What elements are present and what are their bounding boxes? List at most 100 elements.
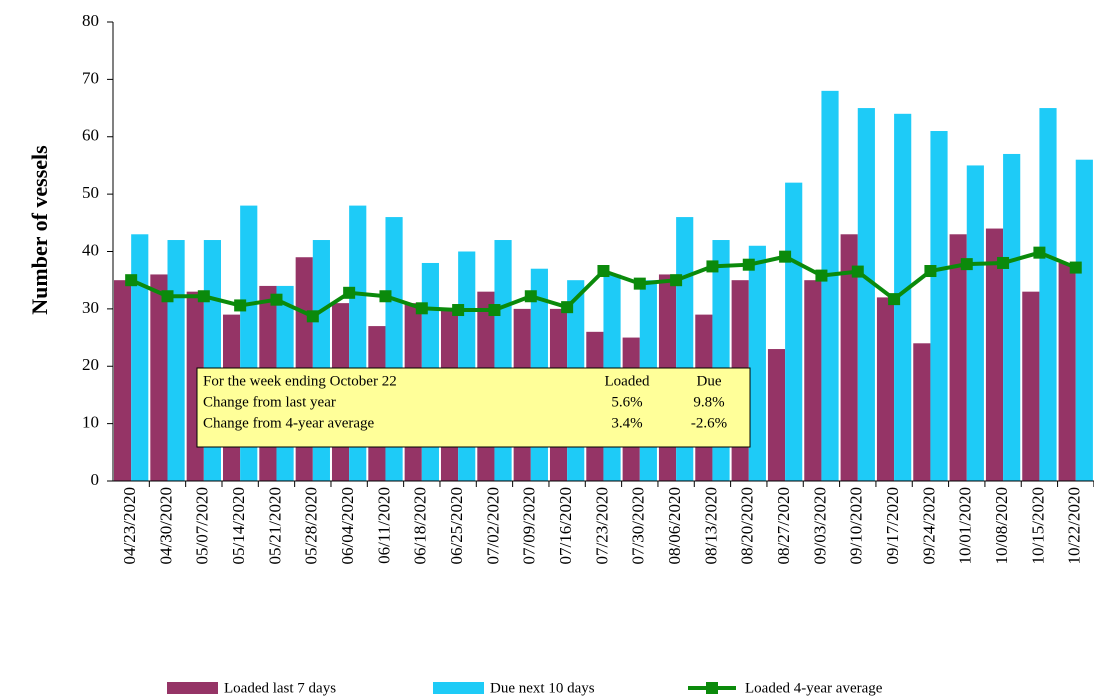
bar (804, 280, 822, 481)
x-tick-label: 04/30/2020 (156, 487, 175, 564)
bar (1058, 262, 1076, 481)
bar (985, 228, 1004, 481)
x-tick-label: 06/11/2020 (374, 487, 393, 564)
table-header: Loaded (605, 373, 650, 389)
legend-label: Due next 10 days (490, 680, 595, 696)
x-tick-label: 07/23/2020 (592, 487, 611, 564)
bar (1003, 153, 1021, 481)
line-marker (379, 290, 392, 303)
line-marker (306, 310, 319, 323)
table-cell: -2.6% (691, 415, 727, 431)
x-tick-label: 06/18/2020 (411, 487, 430, 564)
bar (949, 234, 967, 481)
bar (894, 113, 912, 482)
y-tick-label: 10 (82, 413, 99, 432)
x-tick-label: 07/16/2020 (556, 487, 575, 564)
table-cell: 9.8% (693, 394, 724, 410)
bar (131, 234, 149, 481)
line-marker (488, 304, 501, 317)
x-tick-label: 05/14/2020 (229, 487, 248, 564)
bar (913, 343, 931, 481)
y-tick-label: 30 (82, 298, 99, 317)
line-marker (452, 304, 465, 317)
bar (821, 90, 839, 481)
table-cell: 5.6% (611, 394, 642, 410)
y-tick-label: 40 (82, 240, 99, 259)
bar (966, 165, 984, 481)
legend-label: Loaded 4-year average (745, 680, 883, 696)
x-tick-label: 06/25/2020 (447, 487, 466, 564)
y-axis-label: Number of vessels (27, 145, 52, 315)
bar (748, 245, 766, 481)
table-header: For the week ending October 22 (203, 373, 397, 389)
bar (1075, 159, 1093, 481)
legend-swatch (167, 682, 218, 694)
x-tick-label: 05/21/2020 (265, 487, 284, 564)
x-tick-label: 08/06/2020 (665, 487, 684, 564)
bar (840, 234, 858, 481)
table-cell: Change from 4-year average (203, 415, 375, 431)
bar (767, 349, 786, 481)
line-marker (343, 286, 356, 299)
legend-swatch (433, 682, 484, 694)
x-tick-label: 05/07/2020 (193, 487, 212, 564)
x-tick-label: 09/03/2020 (810, 487, 829, 564)
line-marker (960, 258, 973, 271)
line-marker (633, 277, 646, 290)
line-marker (270, 293, 283, 306)
x-tick-label: 10/22/2020 (1065, 487, 1084, 564)
line-marker (524, 290, 537, 303)
line-marker (561, 301, 574, 314)
line-marker (125, 274, 138, 287)
bar (785, 182, 803, 481)
annotation-box (196, 367, 751, 448)
line-marker (888, 293, 901, 306)
x-tick-label: 07/30/2020 (629, 487, 648, 564)
line-marker (597, 265, 610, 278)
bar (167, 240, 185, 481)
line-marker (1069, 261, 1082, 274)
table-cell: 3.4% (611, 415, 642, 431)
bar (1022, 291, 1040, 481)
x-tick-label: 10/08/2020 (992, 487, 1011, 564)
x-tick-label: 10/01/2020 (956, 487, 975, 564)
bar (1039, 108, 1057, 481)
bar (876, 297, 895, 481)
line-marker (779, 250, 792, 263)
x-tick-label: 07/02/2020 (483, 487, 502, 564)
y-tick-label: 0 (91, 470, 100, 489)
bar (114, 280, 132, 481)
line-marker (670, 274, 683, 287)
bar (150, 274, 168, 481)
y-tick-label: 50 (82, 183, 99, 202)
line-marker (815, 269, 828, 282)
line-marker (1033, 246, 1046, 259)
y-tick-label: 70 (82, 68, 99, 87)
line-marker (742, 258, 755, 271)
x-tick-label: 07/09/2020 (520, 487, 539, 564)
x-tick-label: 08/27/2020 (774, 487, 793, 564)
x-tick-label: 05/28/2020 (302, 487, 321, 564)
line-marker (234, 299, 247, 312)
line-marker (997, 256, 1010, 269)
line-marker (197, 290, 210, 303)
x-tick-label: 08/20/2020 (738, 487, 757, 564)
line-marker (415, 302, 428, 315)
bar (930, 131, 948, 481)
x-tick-label: 09/10/2020 (847, 487, 866, 564)
legend-marker (706, 682, 718, 694)
line-marker (924, 265, 937, 278)
y-tick-label: 20 (82, 355, 99, 374)
x-tick-label: 09/17/2020 (883, 487, 902, 564)
x-tick-label: 06/04/2020 (338, 487, 357, 564)
x-tick-label: 09/24/2020 (919, 487, 938, 564)
line-marker (706, 260, 719, 273)
x-tick-label: 08/13/2020 (701, 487, 720, 564)
x-tick-label: 04/23/2020 (120, 487, 139, 564)
line-marker (851, 265, 864, 278)
table-header: Due (697, 373, 722, 389)
bar (857, 108, 875, 481)
table-cell: Change from last year (203, 394, 336, 410)
